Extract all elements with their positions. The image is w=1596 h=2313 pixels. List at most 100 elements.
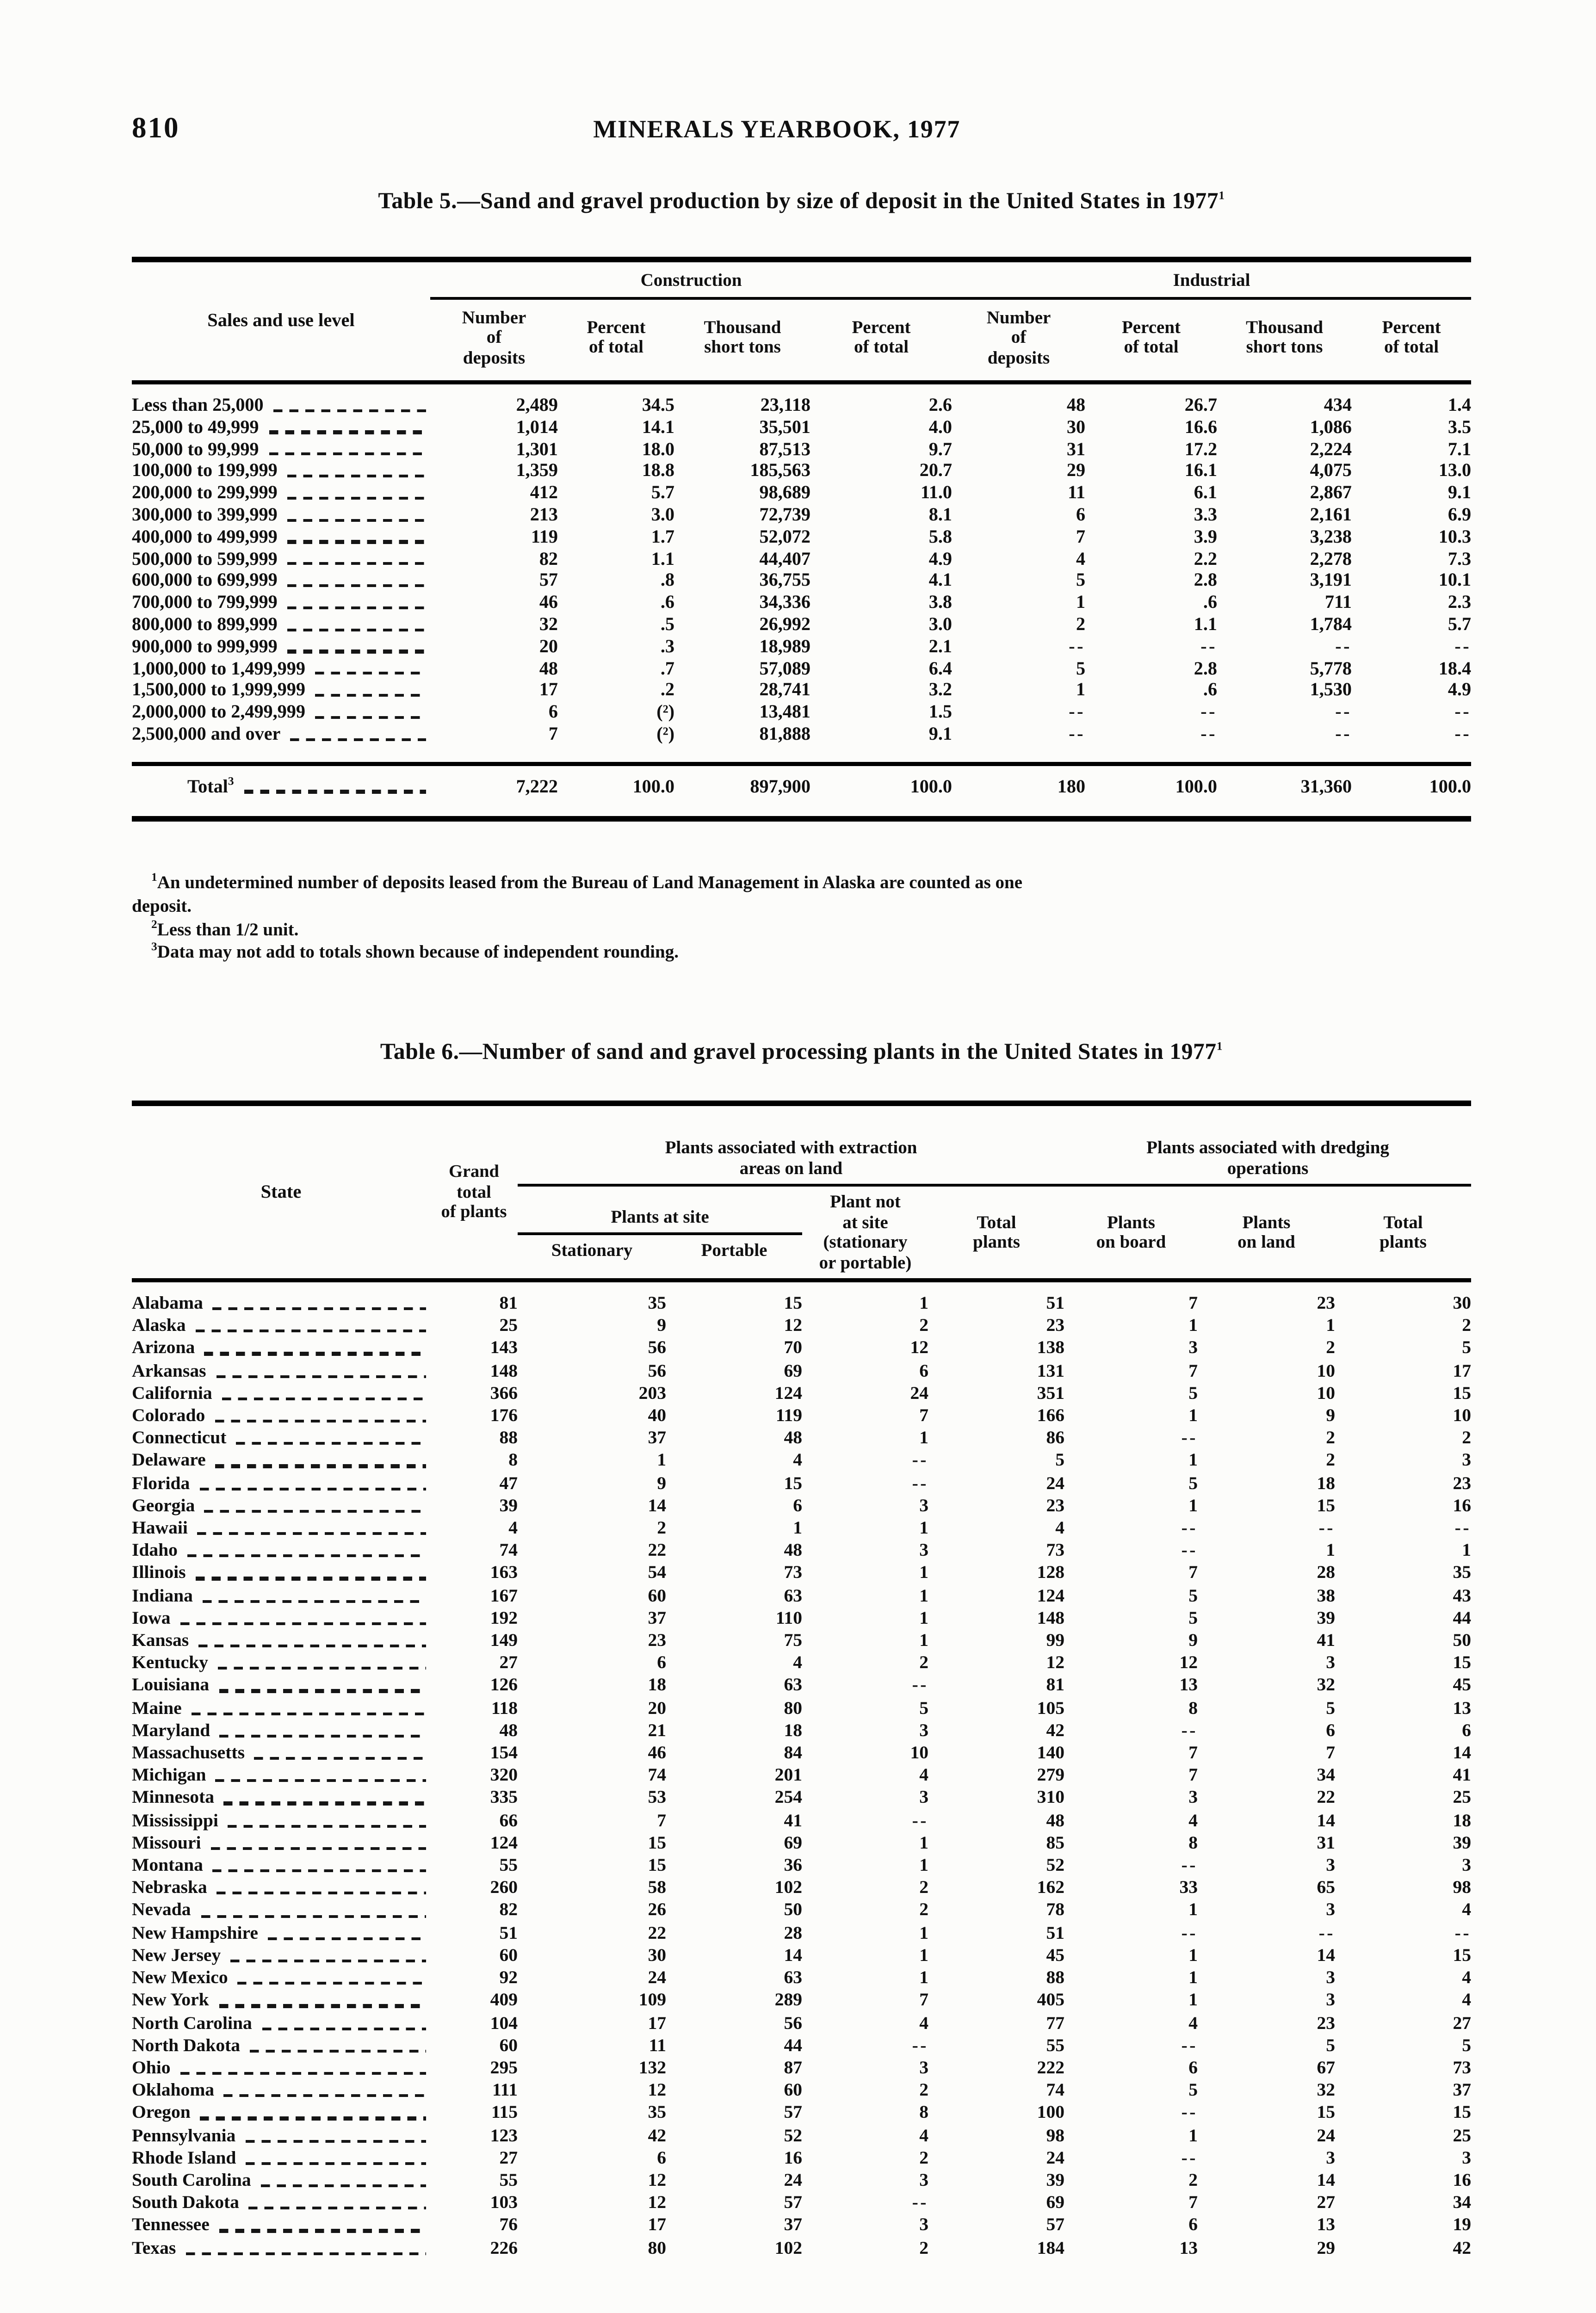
- table-row: Less than 25,000 2,489 34.5 23,118 2.6 48 26.7…: [132, 383, 1471, 416]
- leader-dashes: [261, 2027, 426, 2030]
- cell: 143: [490, 1337, 518, 1358]
- leader-dashes: [260, 2184, 426, 2188]
- leader-dashes: [267, 1937, 426, 1940]
- leader-dashes: [287, 584, 426, 588]
- cell: 320: [490, 1764, 518, 1785]
- row-label-text: Massachusetts: [132, 1742, 245, 1763]
- cell: 63: [784, 1584, 802, 1605]
- cell: 2,867: [1310, 482, 1352, 503]
- cell: 4.9: [928, 547, 953, 569]
- stub-header: State: [132, 1103, 430, 1282]
- table-row: 50,000 to 99,999 1,301 18.0 87,513 9.7 31 17.2…: [132, 438, 1471, 460]
- leader-dashes: [216, 1374, 426, 1378]
- cell: 37: [784, 2214, 802, 2235]
- cell: 3: [1462, 1854, 1472, 1875]
- leader-dashes: [217, 1667, 426, 1670]
- cell: --: [1200, 635, 1218, 656]
- cell: 51: [1046, 1292, 1064, 1313]
- cell: 124: [1037, 1584, 1064, 1605]
- row-label: Illinois: [132, 1562, 430, 1584]
- cell: 2.3: [1448, 591, 1472, 612]
- cell: 32: [1317, 2079, 1335, 2100]
- cell: 289: [774, 1989, 802, 2010]
- leader-dashes: [220, 1734, 426, 1738]
- page-header: 810 MINERALS YEARBOOK, 1977: [132, 111, 1471, 146]
- cell: 4: [793, 1651, 802, 1673]
- cell: 4: [1462, 1989, 1472, 2010]
- cell: 7: [1188, 1292, 1198, 1313]
- row-label: Indiana: [132, 1584, 430, 1607]
- cell: 213: [530, 503, 558, 525]
- cell: 3.5: [1448, 416, 1472, 437]
- cell: 118: [491, 1696, 518, 1718]
- cell: 35,501: [759, 416, 810, 437]
- cell: 405: [1037, 1989, 1064, 2010]
- footnote: 1An undetermined number of deposits leas…: [132, 871, 1471, 918]
- cell: 58: [648, 1876, 666, 1898]
- cell: --: [1200, 723, 1218, 744]
- leader-dashes: [224, 2094, 426, 2097]
- row-label: Total3: [132, 761, 430, 818]
- cell: 2: [1326, 1427, 1335, 1448]
- row-label-text: Minnesota: [132, 1787, 215, 1808]
- cell: 1: [1188, 1967, 1198, 1988]
- cell: 2: [919, 2079, 928, 2100]
- row-label: Ohio: [132, 2057, 430, 2079]
- row-label: Nebraska: [132, 1877, 430, 1899]
- row-label: Georgia: [132, 1494, 430, 1517]
- cell: .6: [660, 591, 674, 612]
- footnote-text: An undetermined number of deposits lease…: [132, 872, 1023, 916]
- row-label-text: Maryland: [132, 1719, 210, 1740]
- row-label-text: Illinois: [132, 1562, 186, 1583]
- cell: 176: [490, 1404, 518, 1426]
- column-header: Plant not at site (stationary or portabl…: [802, 1185, 928, 1282]
- cell: 7: [919, 1404, 928, 1426]
- cell: 111: [492, 2079, 518, 2100]
- cell: 1.1: [651, 547, 674, 569]
- row-label: Massachusetts: [132, 1742, 430, 1764]
- cell: 2: [1326, 1449, 1335, 1471]
- cell: 15: [784, 1292, 802, 1313]
- cell: 3: [1188, 1337, 1198, 1358]
- cell: 3: [919, 1787, 928, 1808]
- cell: 10.1: [1438, 569, 1472, 591]
- cell: 3.0: [651, 503, 674, 525]
- cell: 31: [1066, 438, 1086, 459]
- cell: 35: [648, 1292, 666, 1313]
- cell: 66: [499, 1809, 518, 1831]
- cell: 44: [784, 2034, 802, 2055]
- row-label: Maine: [132, 1697, 430, 1719]
- cell: 3: [1326, 1651, 1335, 1673]
- cell: 81,888: [759, 723, 810, 744]
- cell: 102: [774, 2236, 802, 2257]
- cell: 1: [919, 1944, 928, 1965]
- cell: 35: [1453, 1562, 1472, 1583]
- cell: 5: [1055, 1449, 1064, 1471]
- row-label: Louisiana: [132, 1674, 430, 1697]
- leader-dashes: [290, 737, 426, 741]
- cell: --: [1181, 1427, 1198, 1448]
- row-label-text: California: [132, 1382, 212, 1403]
- cell: 2: [1188, 2169, 1198, 2190]
- cell: 1.4: [1448, 394, 1472, 415]
- cell: 2: [919, 2146, 928, 2168]
- column-group-construction: Construction: [430, 260, 953, 299]
- header-row-columns: Number of deposits Percent of total Thou…: [132, 297, 1472, 384]
- row-label: Oklahoma: [132, 2079, 430, 2102]
- cell: 13: [1179, 2236, 1198, 2257]
- cell: 1: [919, 1562, 928, 1583]
- cell: 9.1: [1448, 482, 1472, 503]
- cell: 14: [1317, 1944, 1335, 1965]
- row-label-text: Idaho: [132, 1539, 178, 1560]
- cell: 8: [1188, 1831, 1198, 1853]
- row-label-text: South Carolina: [132, 2169, 251, 2190]
- cell: 39: [1046, 2169, 1064, 2190]
- cell: --: [912, 1674, 928, 1695]
- cell: 1,530: [1310, 679, 1352, 700]
- cell: 7: [1188, 1359, 1198, 1380]
- row-label-text: Florida: [132, 1472, 190, 1493]
- cell: 1.5: [928, 701, 953, 722]
- table-row: 25,000 to 49,999 1,014 14.1 35,501 4.0 30 16.6…: [132, 416, 1471, 438]
- row-label: Mississippi: [132, 1809, 430, 1832]
- row-label: Arkansas: [132, 1360, 430, 1382]
